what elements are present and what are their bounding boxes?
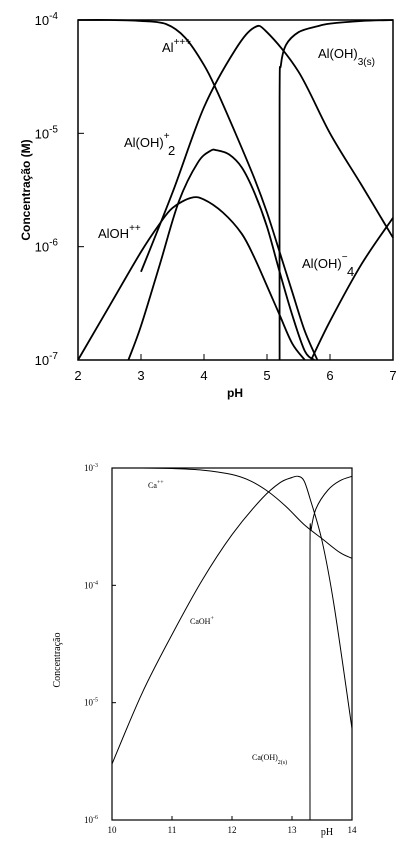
- chart-2-series-line-1: [111, 475, 353, 765]
- chart-2-x-tick-label: 13: [288, 825, 298, 835]
- chart-2-series-line-2: [309, 475, 353, 821]
- series-label-alohplusplus: AlOH++: [98, 223, 141, 241]
- chart-1-series-line-3: [140, 24, 394, 273]
- chart-2-x-tick-label: 14: [348, 825, 358, 835]
- series-label-al3plus: Al+++: [162, 37, 191, 55]
- chart-1-series-line-5: [310, 217, 394, 361]
- chart-2-y-tick-label: 10-3: [84, 463, 98, 473]
- chart-2-x-tick-label: 11: [168, 825, 177, 835]
- chart-1-plot-frame: [77, 19, 394, 361]
- chart-1-y-tick-label: 10-4: [35, 11, 59, 28]
- chart-2-y-tick-label: 10-4: [84, 580, 98, 590]
- chart-1-x-axis-label: pH: [227, 386, 243, 400]
- chart-1-x-tick-label: 6: [326, 368, 333, 383]
- chart-1-y-tick-label: 10-5: [35, 124, 59, 141]
- chart-1-y-axis-label: Concentração (M): [19, 139, 33, 240]
- chart-al-speciation: 2 3 4 5 6 7 10-7 10-6 10-5 10-4 pH Concentração …: [19, 11, 397, 400]
- chart-1-x-ticks: 2 3 4 5 6 7: [74, 354, 397, 383]
- series-label-caohplus: CaOH+: [190, 616, 214, 626]
- chart-1-x-tick-label: 7: [389, 368, 396, 383]
- chart-2-plot-frame: [111, 467, 353, 821]
- chart-1-x-tick-label: 4: [200, 368, 207, 383]
- series-label-aloh3s: Al(OH)3(s): [318, 46, 375, 68]
- series-label-aloh4minus-sub: 4: [347, 264, 354, 279]
- series-label-ca2plus: Ca++: [148, 480, 164, 490]
- chart-1-x-tick-label: 5: [263, 368, 270, 383]
- chart-ca-speciation: 10 11 12 13 14 10-6 10-5 10-4 10-3 pH Concentra…: [52, 463, 357, 838]
- chart-1-y-tick-label: 10-6: [35, 238, 59, 255]
- chart-2-x-tick-label: 10: [108, 825, 118, 835]
- chart-2-curves: [111, 467, 353, 821]
- chart-2-x-ticks: 10 11 12 13 14: [108, 816, 358, 835]
- chart-1-series-line-2: [127, 148, 315, 361]
- chart-2-x-axis-label: pH: [321, 827, 333, 838]
- chart-1-series-line-4: [278, 19, 394, 361]
- chart-1-curves: [77, 19, 394, 361]
- chart-1-x-tick-label: 3: [137, 368, 144, 383]
- chart-1-y-tick-label: 10-7: [35, 351, 59, 368]
- series-label-caoh2s: Ca(OH)2(s): [252, 753, 287, 766]
- chart-2-y-tick-label: 10-5: [84, 698, 98, 708]
- series-label-aloh4minus: Al(OH)−: [302, 252, 348, 271]
- chart-1-y-ticks: 10-7 10-6 10-5 10-4: [35, 11, 84, 368]
- chart-2-x-tick-label: 12: [228, 825, 237, 835]
- series-label-aloh2plus: Al(OH)+: [124, 131, 170, 150]
- chart-1-series-line-0: [77, 19, 319, 361]
- chart-1-series-line-1: [77, 196, 306, 361]
- chart-2-y-axis-label: Concentração: [52, 633, 63, 688]
- chart-1-x-tick-label: 2: [74, 368, 81, 383]
- series-label-aloh2plus-sub: 2: [168, 143, 175, 158]
- chart-2-series-line-0: [111, 467, 353, 559]
- chart-2-y-tick-label: 10-6: [84, 815, 98, 825]
- chart-2-y-ticks: 10-6 10-5 10-4 10-3: [84, 463, 116, 825]
